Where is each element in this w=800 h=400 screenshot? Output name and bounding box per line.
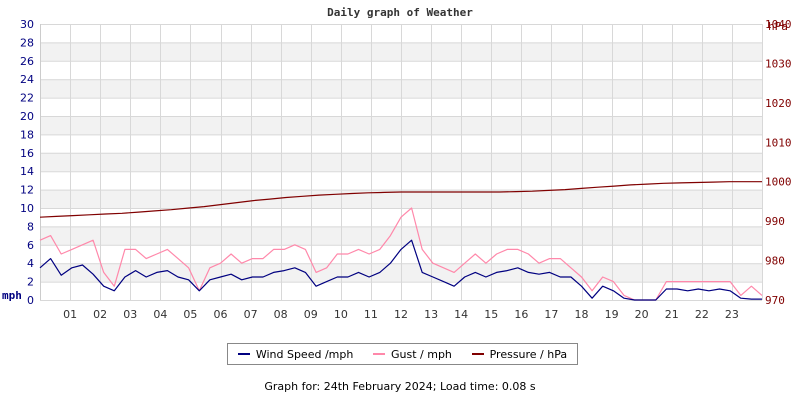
svg-text:1030: 1030 bbox=[765, 57, 792, 70]
svg-text:17: 17 bbox=[544, 308, 558, 321]
svg-text:01: 01 bbox=[63, 308, 77, 321]
svg-text:20: 20 bbox=[20, 110, 34, 123]
svg-text:03: 03 bbox=[123, 308, 137, 321]
svg-text:21: 21 bbox=[665, 308, 679, 321]
svg-text:16: 16 bbox=[514, 308, 528, 321]
svg-text:970: 970 bbox=[765, 294, 785, 307]
svg-text:30: 30 bbox=[20, 18, 34, 31]
legend-label-pressure: Pressure / hPa bbox=[489, 347, 568, 361]
svg-text:19: 19 bbox=[605, 308, 619, 321]
chart-legend: Wind Speed /mph Gust / mph Pressure / hP… bbox=[227, 343, 578, 365]
svg-text:1020: 1020 bbox=[765, 97, 792, 110]
svg-text:1040: 1040 bbox=[765, 18, 792, 31]
svg-text:06: 06 bbox=[214, 308, 228, 321]
legend-label-wind: Wind Speed /mph bbox=[255, 347, 354, 361]
svg-text:18: 18 bbox=[575, 308, 589, 321]
svg-text:0: 0 bbox=[27, 294, 34, 307]
svg-text:11: 11 bbox=[364, 308, 378, 321]
svg-text:1010: 1010 bbox=[765, 136, 792, 149]
svg-text:12: 12 bbox=[394, 308, 408, 321]
svg-text:hPa: hPa bbox=[768, 20, 788, 33]
legend-item-wind: Wind Speed /mph bbox=[237, 347, 354, 361]
svg-text:24: 24 bbox=[20, 73, 34, 86]
chart-title: Daily graph of Weather bbox=[327, 6, 473, 19]
pressure-swatch-icon bbox=[471, 353, 484, 355]
svg-text:05: 05 bbox=[183, 308, 197, 321]
svg-text:20: 20 bbox=[635, 308, 649, 321]
svg-text:22: 22 bbox=[695, 308, 709, 321]
x-axis-ticks: 01 02 03 04 05 06 07 08 09 10 11 12 13 14 15 16 17 18 19 20… bbox=[63, 308, 739, 321]
wind-swatch-icon bbox=[237, 353, 250, 355]
gridlines bbox=[40, 24, 763, 301]
legend-item-gust: Gust / mph bbox=[373, 348, 452, 361]
legend-label-gust: Gust / mph bbox=[391, 347, 452, 361]
svg-text:14: 14 bbox=[454, 308, 468, 321]
gust-swatch-icon bbox=[373, 353, 385, 355]
svg-text:980: 980 bbox=[765, 255, 785, 268]
svg-text:990: 990 bbox=[765, 215, 785, 228]
svg-text:mph: mph bbox=[2, 289, 22, 302]
svg-text:10: 10 bbox=[334, 308, 348, 321]
svg-text:07: 07 bbox=[244, 308, 258, 321]
svg-text:08: 08 bbox=[274, 308, 288, 321]
svg-text:22: 22 bbox=[20, 92, 34, 105]
svg-text:04: 04 bbox=[153, 308, 167, 321]
svg-text:23: 23 bbox=[725, 308, 739, 321]
svg-text:28: 28 bbox=[20, 36, 34, 49]
svg-text:18: 18 bbox=[20, 128, 34, 141]
data-series bbox=[39, 181, 763, 301]
svg-text:13: 13 bbox=[424, 308, 438, 321]
svg-text:09: 09 bbox=[304, 308, 318, 321]
graph-footer: Graph for: 24th February 2024; Load time… bbox=[264, 380, 536, 393]
svg-text:26: 26 bbox=[20, 55, 34, 68]
svg-text:6: 6 bbox=[27, 239, 34, 252]
svg-text:12: 12 bbox=[20, 184, 34, 197]
svg-text:4: 4 bbox=[27, 257, 34, 270]
svg-text:14: 14 bbox=[20, 165, 34, 178]
svg-text:8: 8 bbox=[27, 220, 34, 233]
legend-item-pressure: Pressure / hPa bbox=[471, 347, 568, 361]
svg-text:15: 15 bbox=[484, 308, 498, 321]
svg-text:2: 2 bbox=[27, 276, 34, 289]
svg-text:10: 10 bbox=[20, 202, 34, 215]
svg-text:1000: 1000 bbox=[765, 176, 792, 189]
svg-text:16: 16 bbox=[20, 147, 34, 160]
svg-text:02: 02 bbox=[93, 308, 107, 321]
